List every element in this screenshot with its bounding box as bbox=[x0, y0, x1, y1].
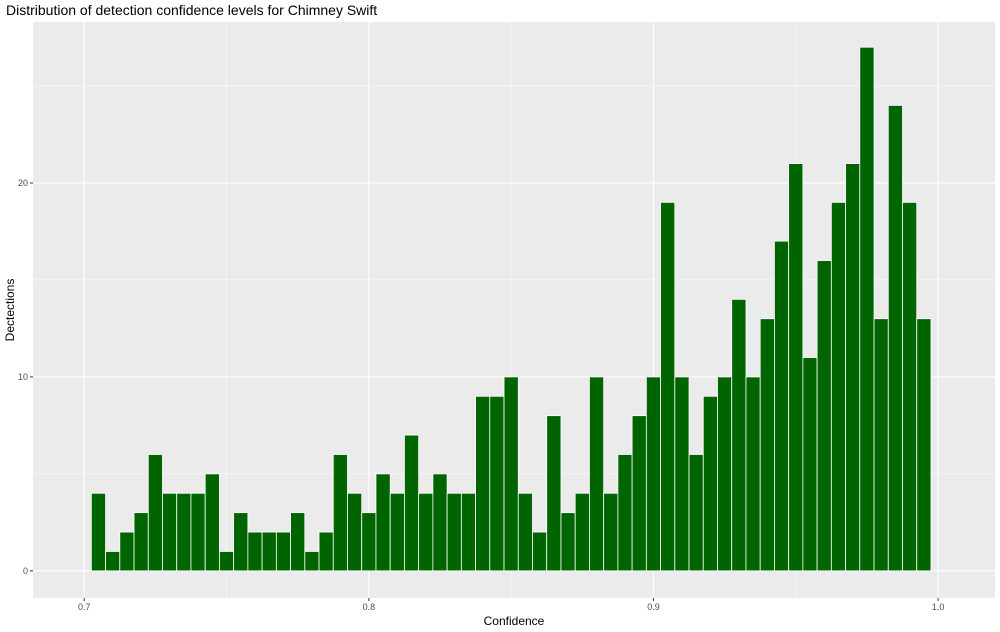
bar bbox=[247, 531, 263, 572]
bar bbox=[717, 376, 733, 572]
bar bbox=[788, 163, 804, 572]
bar bbox=[617, 454, 633, 572]
bar bbox=[133, 512, 149, 572]
bar bbox=[105, 551, 121, 572]
bar bbox=[802, 357, 818, 572]
bar bbox=[830, 201, 846, 572]
x-axis: 0.7 0.8 0.9 1.0 bbox=[78, 598, 944, 612]
y-axis: 0 10 20 bbox=[18, 178, 33, 576]
bar bbox=[702, 395, 718, 572]
bar bbox=[859, 46, 875, 572]
y-tick-label: 0 bbox=[23, 566, 28, 576]
bar bbox=[475, 395, 491, 572]
bar bbox=[660, 201, 676, 572]
x-tick-label: 0.8 bbox=[363, 602, 376, 612]
bar bbox=[902, 201, 918, 572]
bar bbox=[318, 531, 334, 572]
bar bbox=[90, 492, 106, 572]
x-tick-label: 0.9 bbox=[647, 602, 660, 612]
bar bbox=[745, 376, 761, 572]
chart-title: Distribution of detection confidence lev… bbox=[6, 2, 377, 18]
x-axis-title: Confidence bbox=[484, 614, 545, 628]
bar bbox=[389, 492, 405, 572]
bar bbox=[688, 454, 704, 572]
bar bbox=[204, 473, 220, 572]
bar bbox=[589, 376, 605, 572]
bar bbox=[290, 512, 306, 572]
y-tick-label: 10 bbox=[18, 372, 28, 382]
bar bbox=[162, 492, 178, 572]
bar bbox=[645, 376, 661, 572]
bar bbox=[460, 492, 476, 572]
bar bbox=[275, 531, 291, 572]
bar bbox=[873, 318, 889, 572]
bar bbox=[503, 376, 519, 572]
bar bbox=[219, 551, 235, 572]
bar bbox=[674, 376, 690, 572]
bar bbox=[304, 551, 320, 572]
bar bbox=[418, 492, 434, 572]
bar bbox=[603, 492, 619, 572]
bar bbox=[233, 512, 249, 572]
bar bbox=[574, 492, 590, 572]
bar bbox=[176, 492, 192, 572]
bar bbox=[887, 104, 903, 572]
bar bbox=[489, 395, 505, 572]
bar bbox=[532, 531, 548, 572]
bar bbox=[916, 318, 932, 572]
bar bbox=[546, 415, 562, 572]
bar bbox=[845, 163, 861, 572]
bar bbox=[774, 240, 790, 572]
bar bbox=[446, 492, 462, 572]
bar bbox=[361, 512, 377, 572]
bar bbox=[404, 434, 420, 572]
bar bbox=[631, 415, 647, 572]
bar bbox=[332, 454, 348, 572]
bar bbox=[517, 492, 533, 572]
x-tick-label: 1.0 bbox=[932, 602, 945, 612]
bars bbox=[90, 46, 932, 572]
bar bbox=[432, 473, 448, 572]
bar bbox=[261, 531, 277, 572]
x-tick-label: 0.7 bbox=[78, 602, 91, 612]
bar bbox=[190, 492, 206, 572]
bar bbox=[375, 473, 391, 572]
bar bbox=[759, 318, 775, 572]
bar bbox=[147, 454, 163, 572]
y-axis-title: Dectections bbox=[3, 279, 17, 342]
bar bbox=[816, 260, 832, 572]
bar bbox=[119, 531, 135, 572]
bar bbox=[560, 512, 576, 572]
y-tick-label: 20 bbox=[18, 178, 28, 188]
bar bbox=[731, 298, 747, 572]
bar bbox=[347, 492, 363, 572]
